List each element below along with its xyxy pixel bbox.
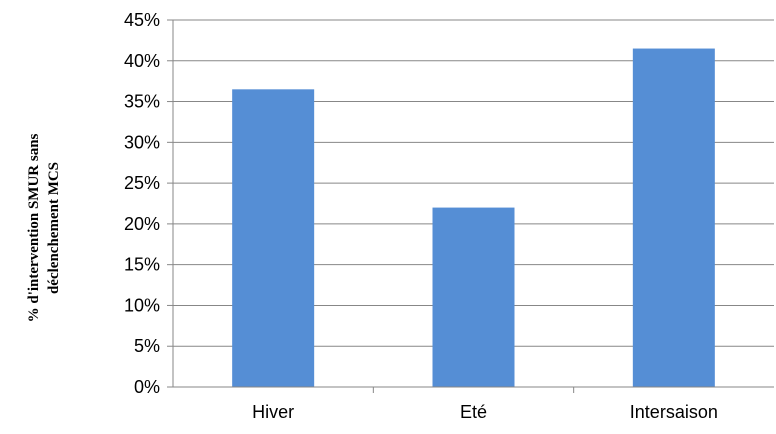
x-tick-labels: Hiver Eté Intersaison <box>252 387 718 422</box>
y-tick-label: 20% <box>124 214 160 234</box>
y-tick-label: 25% <box>124 173 160 193</box>
y-tick-label: 35% <box>124 92 160 112</box>
x-tick-label: Intersaison <box>630 402 718 422</box>
bars <box>232 48 715 388</box>
y-tick-label: 5% <box>134 336 160 356</box>
y-axis-title-line-2: déclenchement MCS <box>46 162 62 294</box>
y-axis-title: % d'intervention SMUR sans déclenchement… <box>26 133 62 322</box>
y-tick-label: 30% <box>124 132 160 152</box>
y-tick-label: 15% <box>124 255 160 275</box>
y-tick-label: 10% <box>124 295 160 315</box>
bar-hiver <box>232 89 315 388</box>
y-tick-label: 0% <box>134 377 160 397</box>
bar-eté <box>432 207 515 387</box>
y-tick-label: 45% <box>124 10 160 30</box>
bar-intersaison <box>632 48 715 388</box>
x-tick-label: Hiver <box>252 402 294 422</box>
y-tick-label: 40% <box>124 51 160 71</box>
y-tick-labels: 0% 5% 10% 15% 20% 25% 30% 35% 40% 45% <box>124 10 160 397</box>
y-axis-title-line-1: % d'intervention SMUR sans <box>26 133 42 322</box>
x-tick-label: Eté <box>460 402 487 422</box>
